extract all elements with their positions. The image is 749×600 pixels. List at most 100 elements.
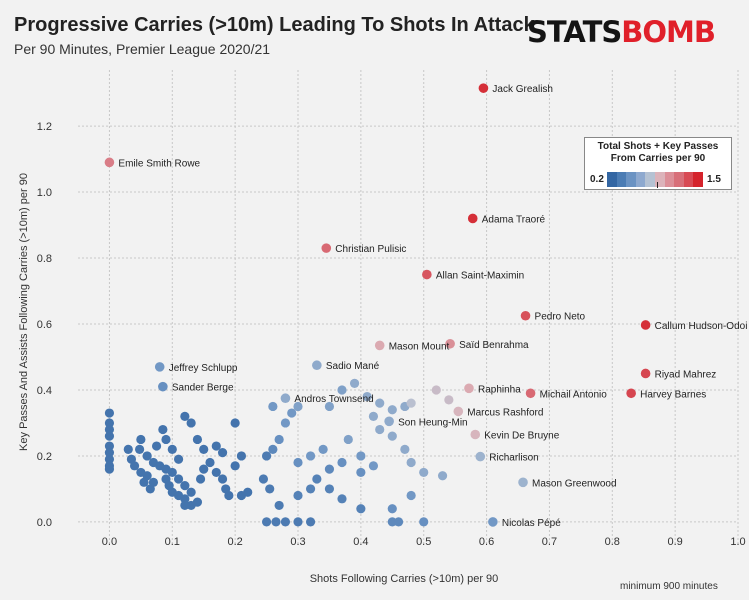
- x-tick-label: 0.0: [102, 536, 117, 548]
- data-point: [349, 378, 360, 388]
- x-tick-label: 0.1: [165, 536, 180, 548]
- data-point: [258, 474, 269, 484]
- x-axis-label: Shots Following Carries (>10m) per 90: [310, 573, 499, 585]
- data-point-labeled: [154, 362, 165, 372]
- data-point: [318, 444, 328, 454]
- data-point: [337, 385, 347, 395]
- data-point-labeled: [158, 381, 168, 392]
- x-tick-label: 0.2: [227, 536, 242, 548]
- data-point: [268, 444, 278, 454]
- data-point: [362, 391, 372, 402]
- data-point: [356, 504, 366, 514]
- data-point: [173, 474, 184, 484]
- data-point: [217, 474, 228, 484]
- data-point-labeled: [445, 338, 455, 349]
- player-label: Harvey Barnes: [640, 389, 706, 400]
- x-tick-label: 0.6: [479, 536, 494, 548]
- data-point: [431, 385, 441, 395]
- data-point: [375, 398, 385, 408]
- player-label: Callum Hudson-Odoi: [655, 321, 748, 332]
- y-tick-label: 1.2: [37, 121, 52, 133]
- data-point-labeled: [470, 429, 481, 440]
- player-label: Sander Berge: [172, 383, 234, 394]
- data-point: [261, 517, 272, 527]
- data-point: [280, 517, 291, 527]
- data-point: [305, 517, 316, 527]
- data-point: [356, 467, 366, 478]
- data-point: [230, 461, 240, 471]
- data-point: [268, 401, 278, 412]
- data-point: [261, 451, 272, 461]
- data-point: [305, 451, 316, 461]
- data-point: [195, 474, 206, 484]
- data-point-labeled: [104, 157, 115, 168]
- legend-swatch: [645, 172, 655, 187]
- data-point: [199, 444, 209, 454]
- data-point: [356, 451, 366, 461]
- legend-title-line-1: Total Shots + Key Passes: [597, 141, 719, 152]
- x-tick-label: 0.5: [416, 536, 431, 548]
- data-point: [180, 411, 190, 421]
- legend-title: Total Shots + Key Passes From Carries pe…: [585, 141, 731, 165]
- player-label: Jeffrey Schlupp: [169, 363, 238, 374]
- data-point: [236, 490, 247, 501]
- data-point: [406, 398, 416, 408]
- data-point: [205, 457, 215, 468]
- data-point-labeled: [453, 406, 464, 417]
- data-point: [387, 405, 397, 415]
- legend-swatch: [616, 172, 627, 187]
- data-point: [104, 408, 115, 418]
- data-point-labeled: [384, 416, 394, 427]
- player-label: Jack Grealish: [492, 84, 553, 95]
- data-point-labeled: [640, 368, 651, 379]
- y-tick-label: 0.2: [37, 451, 52, 463]
- player-label: Pedro Neto: [535, 312, 586, 323]
- player-label: Mason Greenwood: [532, 478, 617, 489]
- player-label: Christian Pulisic: [335, 244, 406, 255]
- data-point: [104, 464, 115, 474]
- data-point: [173, 454, 184, 464]
- data-point: [406, 457, 416, 468]
- footnote: minimum 900 minutes: [620, 581, 718, 592]
- data-point: [104, 431, 115, 441]
- data-point: [406, 490, 416, 501]
- x-tick-label: 0.4: [353, 536, 368, 548]
- data-point: [324, 484, 335, 494]
- data-point: [393, 517, 404, 527]
- data-point: [287, 408, 297, 418]
- data-point: [104, 448, 115, 458]
- data-point: [280, 418, 291, 428]
- legend-swatch: [607, 172, 617, 187]
- y-axis-label: Key Passes And Assists Following Carries…: [18, 173, 30, 451]
- data-point: [387, 517, 397, 527]
- player-label: Son Heung-Min: [398, 417, 467, 428]
- data-point: [167, 444, 177, 454]
- data-point: [142, 451, 152, 461]
- data-point-labeled: [520, 310, 531, 321]
- data-point: [129, 461, 140, 471]
- player-label: Riyad Mahrez: [655, 369, 717, 380]
- legend-max-label: 1.5: [707, 174, 721, 185]
- x-tick-label: 0.7: [542, 536, 557, 548]
- y-tick-label: 1.0: [37, 187, 52, 199]
- player-label: Marcus Rashford: [467, 407, 543, 418]
- data-point: [192, 497, 203, 507]
- data-point: [167, 467, 177, 478]
- data-point: [180, 481, 190, 491]
- player-label: Raphinha: [478, 384, 521, 395]
- legend-swatch: [626, 172, 636, 187]
- x-tick-label: 0.8: [605, 536, 620, 548]
- data-point-labeled: [478, 83, 489, 93]
- player-label: Michail Antonio: [540, 389, 608, 400]
- data-point: [368, 461, 379, 471]
- data-point-labeled: [488, 517, 498, 527]
- data-point-labeled: [467, 213, 478, 224]
- data-point: [224, 490, 234, 501]
- statsbomb-logo: STATSBOMB: [527, 15, 716, 49]
- data-point: [186, 418, 196, 428]
- logo-part-2: BOMB: [621, 15, 716, 49]
- data-point: [211, 441, 221, 451]
- data-point: [211, 467, 221, 478]
- logo-part-1: STATS: [527, 15, 622, 49]
- y-tick-label: 0.0: [37, 517, 52, 529]
